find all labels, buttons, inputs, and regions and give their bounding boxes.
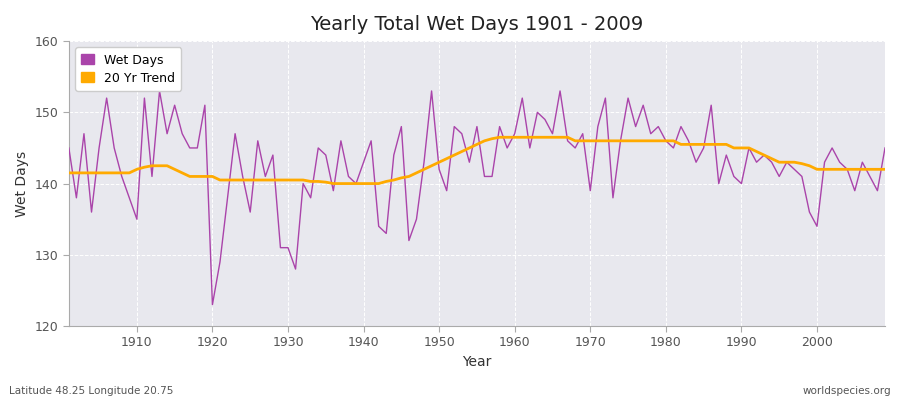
Wet Days: [305, 196, 316, 200]
Line: 20 Yr Trend: 20 Yr Trend: [68, 137, 885, 184]
Wet Days: [63, 146, 74, 150]
Wet Days: [207, 302, 218, 307]
Text: Latitude 48.25 Longitude 20.75: Latitude 48.25 Longitude 20.75: [9, 386, 174, 396]
20 Yr Trend: [124, 170, 135, 175]
20 Yr Trend: [879, 167, 890, 172]
Wet Days: [525, 146, 535, 150]
Wet Days: [154, 88, 165, 93]
20 Yr Trend: [517, 135, 527, 140]
Wet Days: [615, 138, 626, 143]
Text: worldspecies.org: worldspecies.org: [803, 386, 891, 396]
Wet Days: [351, 181, 362, 186]
20 Yr Trend: [328, 181, 338, 186]
Y-axis label: Wet Days: Wet Days: [15, 150, 29, 217]
20 Yr Trend: [343, 181, 354, 186]
20 Yr Trend: [63, 170, 74, 175]
20 Yr Trend: [494, 135, 505, 140]
Legend: Wet Days, 20 Yr Trend: Wet Days, 20 Yr Trend: [75, 47, 181, 91]
Wet Days: [517, 96, 527, 100]
Line: Wet Days: Wet Days: [68, 91, 885, 305]
Wet Days: [124, 196, 135, 200]
Title: Yearly Total Wet Days 1901 - 2009: Yearly Total Wet Days 1901 - 2009: [310, 15, 644, 34]
Wet Days: [879, 146, 890, 150]
20 Yr Trend: [525, 135, 535, 140]
X-axis label: Year: Year: [463, 355, 491, 369]
20 Yr Trend: [290, 178, 301, 182]
20 Yr Trend: [615, 138, 626, 143]
